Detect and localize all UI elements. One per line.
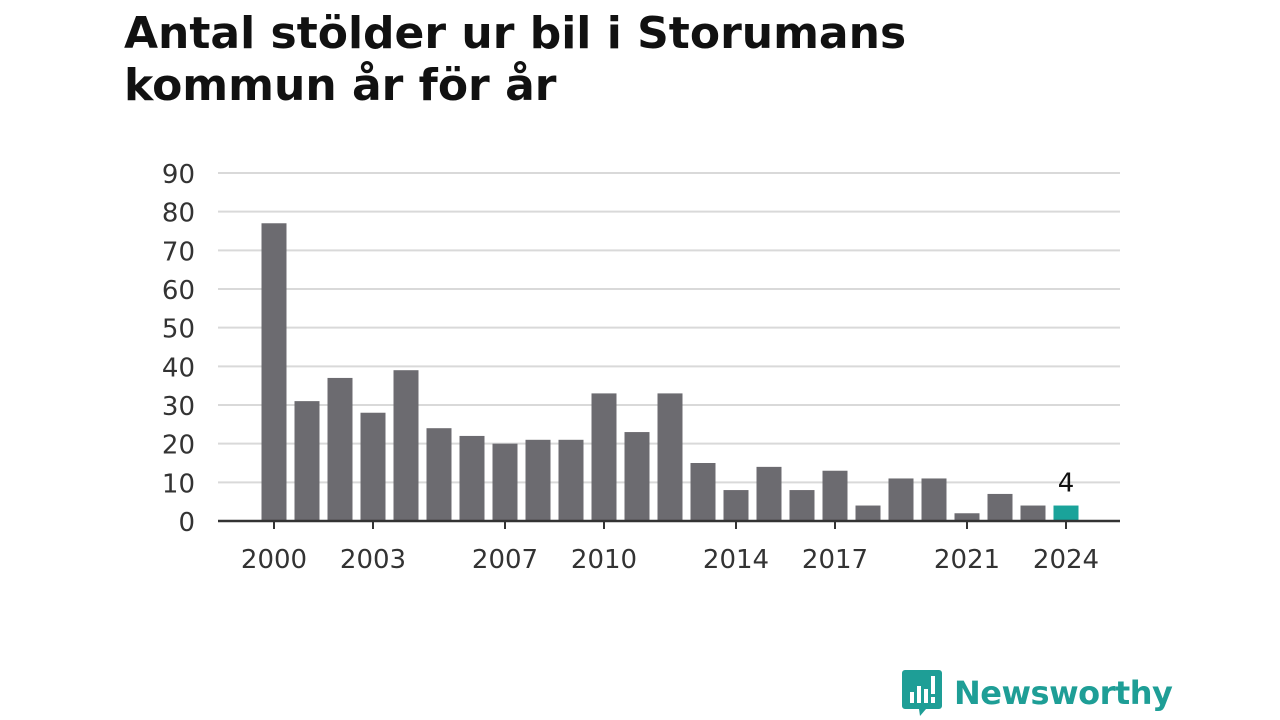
chart-title: Antal stölder ur bil i Storumans kommun … <box>124 8 907 111</box>
x-tick-label: 2003 <box>340 545 406 575</box>
newsworthy-brand: Newsworthy <box>902 670 1173 716</box>
y-axis-tick-labels: 0 10 20 30 40 50 60 70 80 90 <box>162 160 195 538</box>
bar <box>393 370 419 521</box>
x-axis-tick-labels: 2000 2003 2007 2010 2014 2017 2021 2024 <box>241 521 1099 575</box>
bar <box>690 463 716 521</box>
bar <box>723 490 749 521</box>
bar <box>261 223 287 521</box>
y-tick-label: 0 <box>178 508 195 538</box>
y-tick-label: 40 <box>162 353 195 383</box>
bar <box>855 505 881 521</box>
y-tick-label: 20 <box>162 431 195 461</box>
y-tick-label: 10 <box>162 469 195 499</box>
bar <box>492 443 518 521</box>
bar <box>954 513 980 521</box>
y-tick-label: 60 <box>162 276 195 306</box>
bar <box>426 428 452 521</box>
x-tick-label: 2014 <box>703 545 769 575</box>
bar <box>624 432 650 521</box>
bar <box>558 439 584 521</box>
y-tick-label: 70 <box>162 237 195 267</box>
bar <box>1020 505 1046 521</box>
bar <box>459 435 485 521</box>
bar <box>294 401 320 521</box>
data-labels: 4 <box>1058 469 1075 499</box>
x-tick-label: 2021 <box>934 545 1000 575</box>
bar <box>657 393 683 521</box>
bars <box>261 223 1079 521</box>
y-tick-label: 80 <box>162 199 195 229</box>
bar <box>360 412 386 521</box>
bar <box>921 478 947 521</box>
x-tick-label: 2007 <box>472 545 538 575</box>
y-tick-label: 50 <box>162 315 195 345</box>
bar <box>591 393 617 521</box>
bar <box>888 478 914 521</box>
x-tick-label: 2000 <box>241 545 307 575</box>
bar <box>525 439 551 521</box>
x-tick-label: 2017 <box>802 545 868 575</box>
bar <box>987 493 1013 521</box>
bar <box>327 377 353 521</box>
bar <box>822 470 848 521</box>
y-tick-label: 30 <box>162 392 195 422</box>
newsworthy-logo-icon <box>902 670 942 716</box>
bar <box>1053 505 1079 521</box>
x-tick-label: 2010 <box>571 545 637 575</box>
brand-name: Newsworthy <box>954 674 1173 712</box>
bar <box>756 466 782 521</box>
y-tick-label: 90 <box>162 160 195 190</box>
data-label: 4 <box>1058 469 1075 499</box>
bar <box>789 490 815 521</box>
x-tick-label: 2024 <box>1033 545 1099 575</box>
